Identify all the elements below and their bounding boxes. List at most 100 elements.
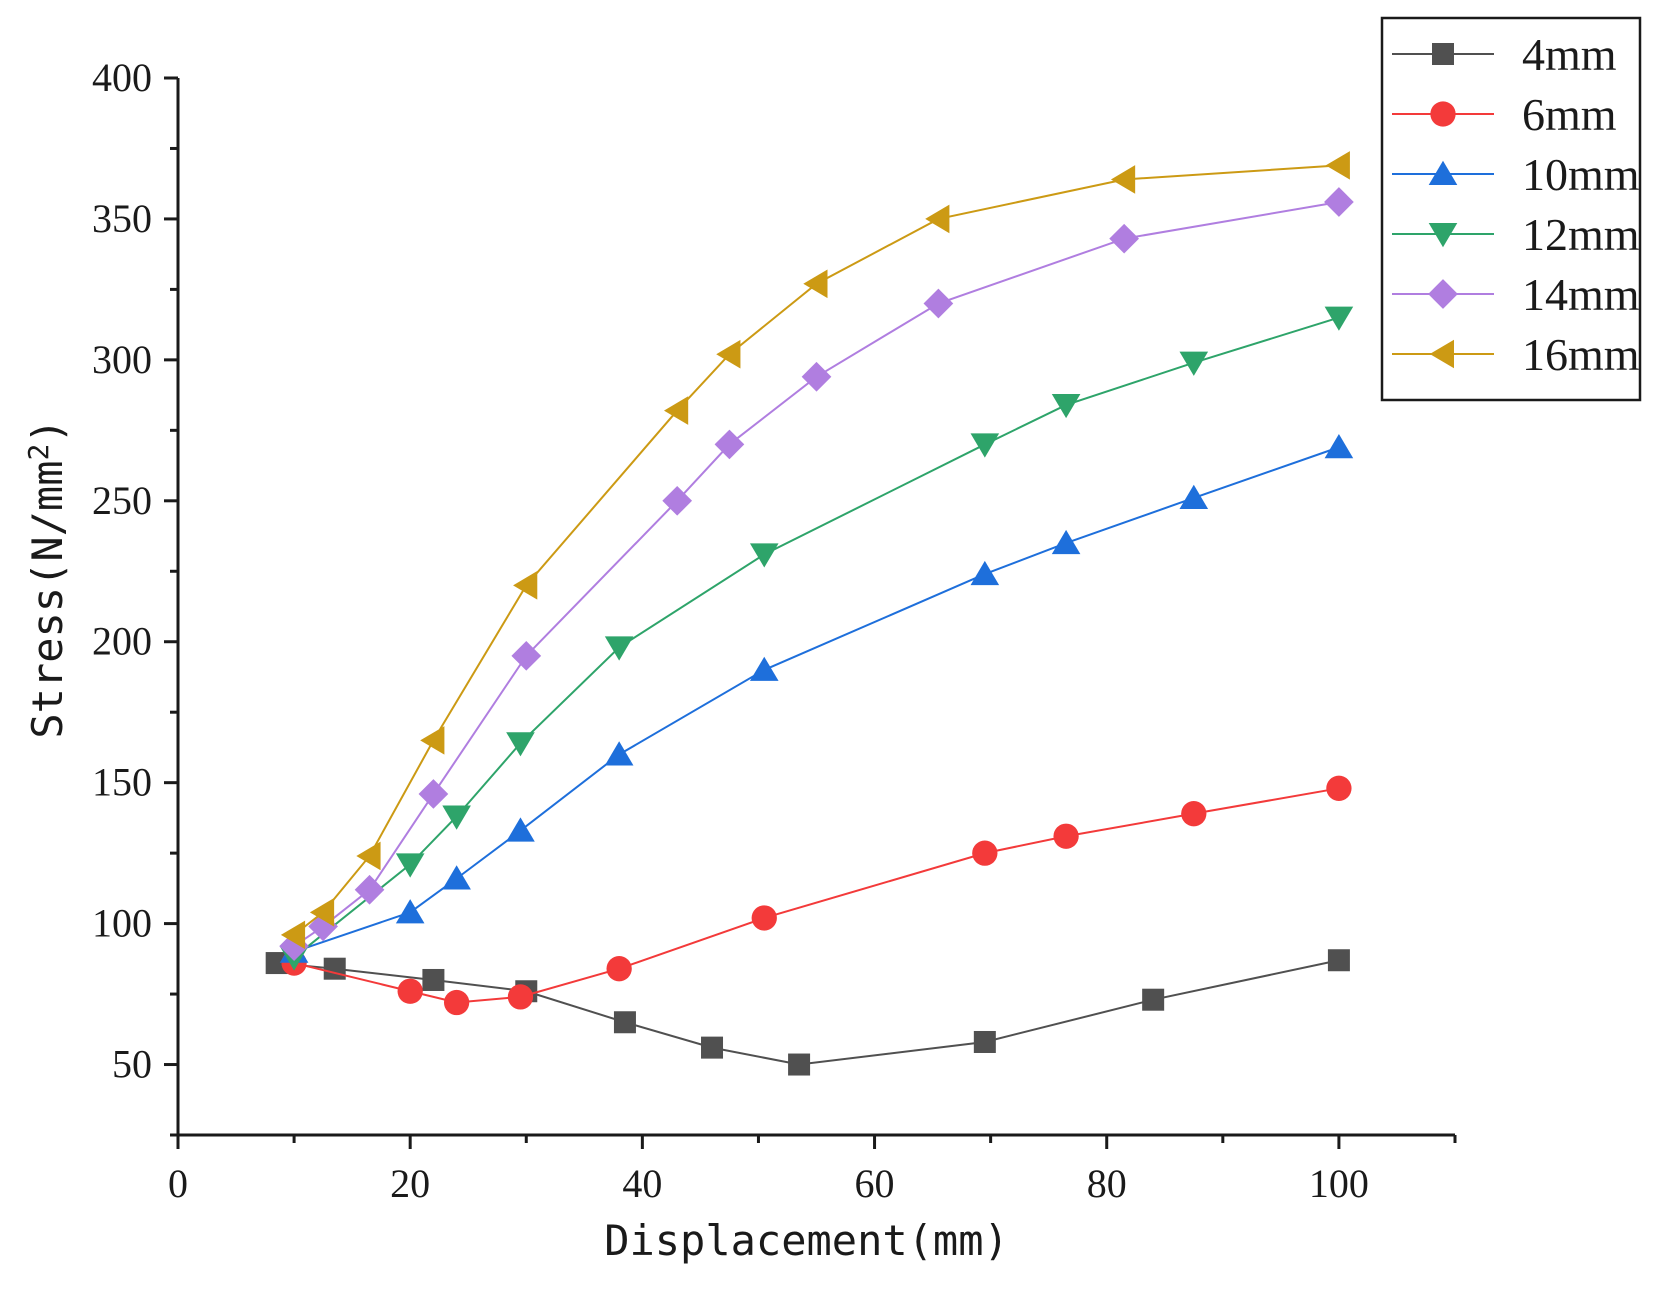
series-14mm: [279, 187, 1354, 961]
y-tick-label: 350: [92, 196, 152, 241]
data-point-12mm: [1324, 306, 1354, 331]
data-point-10mm: [604, 741, 634, 766]
data-point-16mm: [280, 920, 306, 950]
data-point-10mm: [442, 865, 471, 890]
y-tick-label: 400: [92, 55, 152, 100]
data-point-12mm: [604, 636, 634, 661]
data-point-10mm: [1324, 434, 1354, 459]
data-point-10mm: [749, 656, 779, 681]
data-point-16mm: [716, 339, 741, 369]
series-line-6mm: [293, 787, 1340, 1004]
data-point-4mm: [613, 1011, 636, 1034]
y-tick-label: 100: [92, 901, 152, 946]
legend-label: 10mm: [1522, 149, 1640, 200]
y-axis-title: Stress(N/mm2): [22, 418, 72, 738]
data-point-16mm: [803, 269, 828, 299]
data-point-4mm: [701, 1036, 724, 1059]
x-tick-label: 80: [1087, 1161, 1127, 1206]
legend-item-12mm: 12mm: [1392, 209, 1640, 260]
data-point-12mm: [1179, 351, 1209, 376]
x-tick-label: 100: [1309, 1161, 1369, 1206]
legend-marker: [1430, 101, 1456, 127]
data-point-14mm: [1109, 223, 1139, 254]
data-point-10mm: [506, 817, 535, 842]
data-point-16mm: [1325, 151, 1350, 180]
data-point-12mm: [1051, 393, 1081, 419]
legend-label: 12mm: [1522, 209, 1640, 260]
y-tick-label: 250: [92, 478, 152, 523]
data-point-12mm: [395, 853, 425, 878]
data-point-6mm: [751, 905, 777, 931]
data-point-4mm: [265, 952, 288, 975]
series-4mm: [265, 949, 1350, 1076]
data-point-14mm: [1324, 187, 1354, 217]
y-axis-title-superscript: 2: [22, 444, 55, 461]
data-point-12mm: [442, 805, 471, 830]
legend-item-10mm: 10mm: [1392, 149, 1640, 200]
data-point-4mm: [422, 968, 445, 991]
x-tick-label: 20: [390, 1161, 430, 1206]
data-point-4mm: [1327, 949, 1350, 972]
data-point-16mm: [1110, 165, 1136, 194]
data-point-12mm: [506, 732, 535, 757]
legend-marker: [1428, 160, 1458, 185]
data-point-6mm: [443, 989, 470, 1016]
x-tick-label: 60: [855, 1161, 895, 1206]
series-12mm: [279, 306, 1354, 971]
legend-box: [1380, 16, 1642, 402]
series-layer: [265, 151, 1354, 1076]
data-point-16mm: [925, 204, 950, 234]
y-tick-label: 200: [92, 619, 152, 664]
data-point-16mm: [663, 396, 689, 425]
data-point-14mm: [354, 874, 385, 905]
data-point-4mm: [323, 957, 346, 980]
legend-item-6mm: 6mm: [1392, 89, 1617, 140]
series-line-10mm: [293, 446, 1340, 953]
legend-marker: [1428, 223, 1458, 248]
data-point-6mm: [1326, 775, 1352, 801]
ticks: 0 20 40 60 80 100 50 100 150 200 250 300 350 400: [92, 55, 1457, 1206]
data-point-4mm: [1142, 988, 1165, 1011]
series-line-12mm: [293, 316, 1340, 959]
data-point-10mm: [1179, 484, 1209, 509]
data-point-14mm: [662, 485, 693, 516]
data-point-10mm: [1051, 529, 1081, 555]
series-line-4mm: [276, 959, 1340, 1066]
legend-label: 16mm: [1522, 329, 1640, 380]
data-point-16mm: [356, 841, 381, 871]
data-point-6mm: [972, 840, 998, 866]
y-tick-label: 300: [92, 337, 152, 382]
y-tick-label: 150: [92, 760, 152, 805]
data-point-6mm: [606, 956, 632, 982]
axes: [176, 78, 1455, 1137]
legend: 4mm 6mm 10mm 12mm 14mm 16mm: [1380, 16, 1642, 402]
legend-marker: [1429, 339, 1454, 369]
data-point-6mm: [1181, 801, 1207, 827]
data-point-14mm: [511, 640, 542, 671]
series-6mm: [281, 775, 1352, 1016]
y-axis-title-close: ): [23, 418, 72, 443]
data-point-6mm: [507, 984, 534, 1010]
data-point-16mm: [513, 571, 538, 600]
data-point-4mm: [973, 1030, 996, 1053]
series-10mm: [279, 434, 1354, 963]
legend-marker: [1428, 279, 1458, 309]
x-tick-label: 0: [168, 1161, 188, 1206]
series-16mm: [280, 151, 1350, 950]
legend-item-14mm: 14mm: [1392, 269, 1640, 320]
legend-item-16mm: 16mm: [1392, 329, 1640, 380]
data-point-14mm: [714, 429, 745, 460]
data-point-10mm: [395, 899, 425, 924]
data-point-4mm: [788, 1053, 811, 1076]
series-line-14mm: [293, 201, 1340, 947]
x-axis-title: Displacement(mm): [604, 1216, 1009, 1265]
data-point-12mm: [749, 543, 779, 568]
data-point-14mm: [801, 361, 832, 392]
y-axis-title-main: Stress(N/mm: [23, 461, 72, 739]
legend-label: 14mm: [1522, 269, 1640, 320]
data-point-10mm: [970, 560, 1000, 586]
data-point-14mm: [923, 288, 954, 319]
x-tick-label: 40: [622, 1161, 662, 1206]
data-point-14mm: [279, 931, 309, 961]
